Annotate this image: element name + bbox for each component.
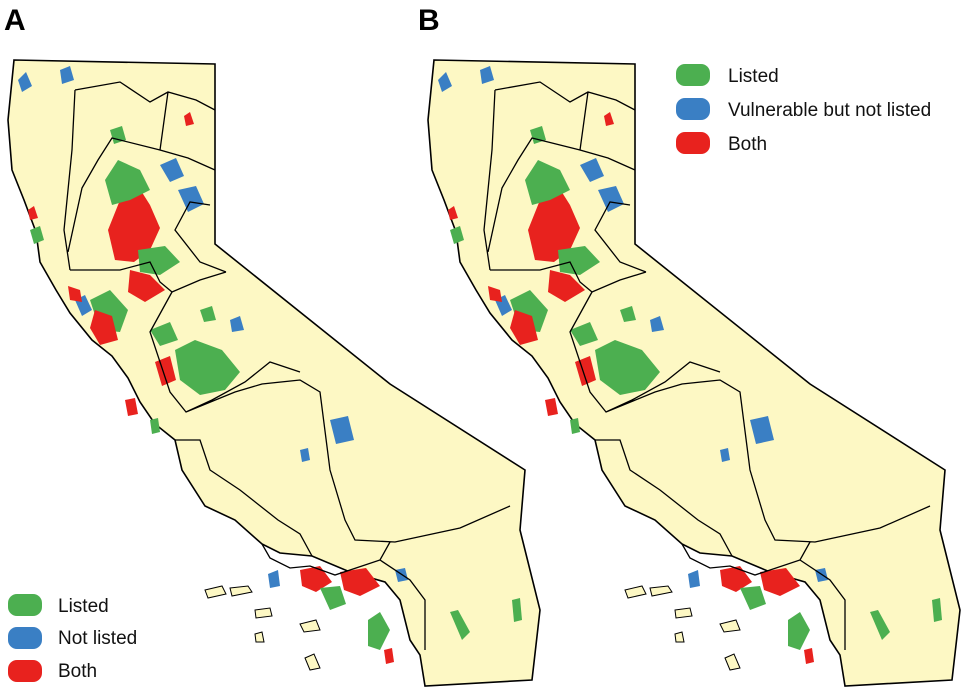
- legend-a: Listed Not listed Both: [8, 594, 137, 682]
- legend-label-both-b: Both: [728, 134, 767, 155]
- channel-islands-b: [624, 585, 741, 671]
- legend-label-vulnerable-b: Vulnerable but not listed: [728, 100, 931, 121]
- legend-swatch-listed-b: [676, 64, 710, 86]
- legend-label-listed-b: Listed: [728, 66, 779, 87]
- legend-swatch-vulnerable-b: [676, 98, 710, 120]
- legend-b: Listed Vulnerable but not listed Both: [676, 64, 931, 155]
- panel-label-a: A: [4, 4, 26, 37]
- legend-swatch-both: [8, 660, 42, 682]
- legend-swatch-listed: [8, 594, 42, 616]
- panel-label-b: B: [418, 4, 440, 37]
- channel-islands-a: [204, 585, 321, 671]
- map-panel-b: B Listed Vulnerable but not listed Both: [418, 4, 961, 687]
- legend-label-listed: Listed: [58, 596, 109, 617]
- legend-swatch-not-listed: [8, 627, 42, 649]
- map-panel-a: A Listed Not listed Both: [4, 4, 541, 687]
- legend-label-both: Both: [58, 661, 97, 682]
- legend-label-not-listed: Not listed: [58, 628, 137, 649]
- legend-swatch-both-b: [676, 132, 710, 154]
